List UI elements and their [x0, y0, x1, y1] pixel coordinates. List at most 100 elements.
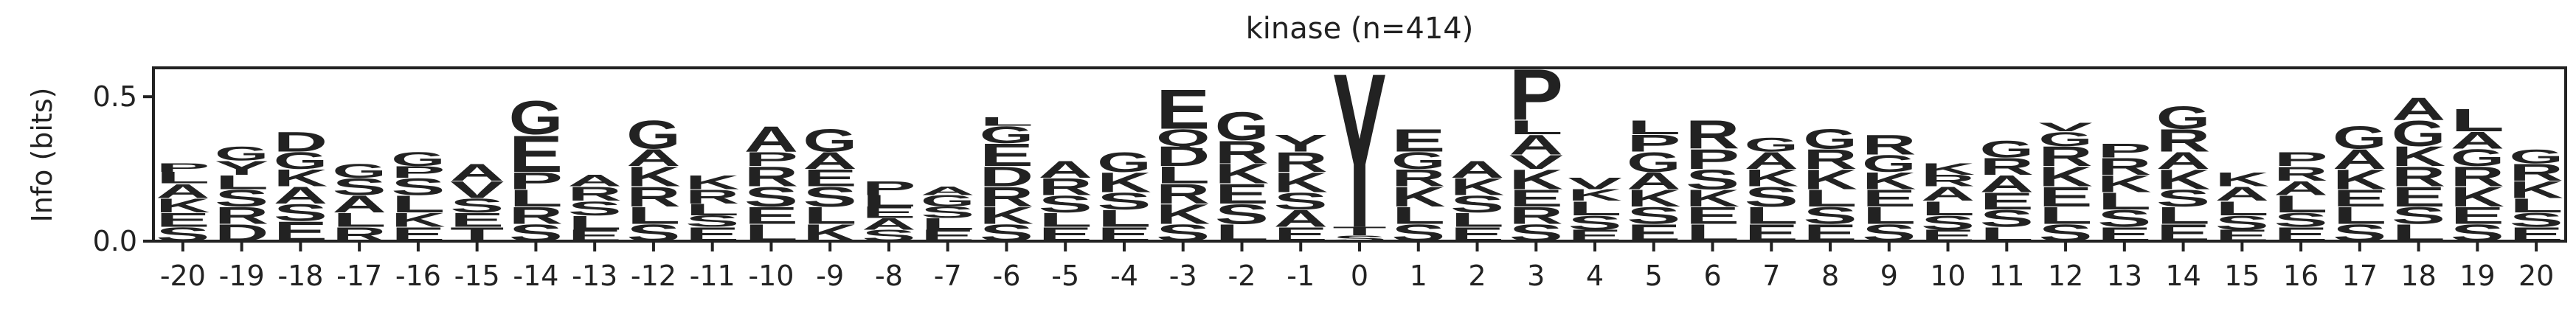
- logo-letter: E: [1509, 185, 1563, 212]
- x-tick-label: -10: [748, 260, 794, 292]
- logo-letter: G: [2333, 120, 2386, 156]
- logo-letter: L: [215, 171, 269, 193]
- logo-letter: L: [1745, 202, 1798, 229]
- logo-letter: K: [1686, 185, 1739, 212]
- logo-letter: K: [1097, 167, 1151, 198]
- logo-letter: K: [1745, 164, 1798, 191]
- logo-letter: S: [215, 185, 269, 212]
- x-tick-label: -2: [1228, 260, 1256, 292]
- logo-letter: G: [2156, 100, 2210, 136]
- logo-letter: R: [1391, 164, 1445, 191]
- logo-letter: E: [803, 165, 857, 192]
- x-tick-label: -7: [934, 260, 962, 292]
- logo-letter: K: [274, 164, 328, 191]
- logo-letter: E: [1862, 185, 1916, 212]
- logo-letter: A: [2333, 144, 2386, 175]
- logo-letter: T: [1332, 225, 1386, 238]
- logo-letter: Y: [215, 156, 269, 179]
- logo-letter: S: [1686, 164, 1739, 195]
- logo-letter: R: [215, 202, 269, 229]
- chart-title: kinase (n=414): [1246, 12, 1474, 46]
- logo-letter: G: [980, 121, 1033, 148]
- logo-letter: L: [1921, 197, 1975, 219]
- logo-letter: G: [274, 147, 328, 174]
- logo-letter: A: [921, 184, 974, 198]
- logo-letter: G: [921, 192, 974, 209]
- logo-letter: R: [626, 181, 680, 212]
- logo-letter: G: [1862, 150, 1916, 177]
- logo-letter: R: [744, 162, 798, 192]
- logo-letter: Q: [1156, 124, 1210, 151]
- logo-letter: L: [2215, 197, 2269, 219]
- logo-letter: L: [980, 115, 1033, 128]
- logo-letter: L: [2038, 202, 2092, 229]
- logo-letter: K: [1803, 164, 1857, 195]
- logo-letter: S: [744, 181, 798, 213]
- logo-letter: P: [156, 161, 210, 174]
- x-tick-label: 11: [1989, 260, 2024, 292]
- logo-letter: S: [2156, 185, 2210, 212]
- logo-letter: S: [1921, 212, 1975, 235]
- logo-letter: S: [2097, 205, 2151, 232]
- logo-letter: S: [1039, 191, 1093, 218]
- logo-letter: G: [332, 159, 386, 182]
- logo-letter: A: [567, 172, 621, 190]
- logo-letter: L: [1450, 209, 1504, 231]
- x-tick-label: 15: [2224, 260, 2260, 292]
- x-tick-label: 10: [1930, 260, 1965, 292]
- logo-letter: A: [274, 182, 328, 209]
- logo-letter: R: [567, 183, 621, 205]
- logo-letter: R: [1862, 130, 1916, 161]
- logo-letter: P: [2097, 139, 2151, 162]
- logo-letter: S: [1745, 181, 1798, 213]
- logo-letter: A: [332, 190, 386, 217]
- logo-letter: S: [2274, 209, 2327, 232]
- logo-letter: K: [1156, 199, 1210, 230]
- logo-letter: G: [1745, 133, 1798, 156]
- logo-letter: L: [2509, 194, 2563, 216]
- logo-letter: R: [2038, 141, 2092, 172]
- logo-letter: S: [567, 197, 621, 220]
- logo-letter: L: [1097, 205, 1151, 232]
- logo-letter: G: [1097, 147, 1151, 178]
- logo-letter: L: [921, 215, 974, 233]
- x-tick-label: -3: [1169, 260, 1197, 292]
- x-tick-label: -12: [631, 260, 676, 292]
- logo-letter: L: [1156, 162, 1210, 189]
- logo-letter: L: [391, 190, 445, 218]
- logo-letter: R: [1215, 134, 1269, 170]
- x-tick-label: 19: [2459, 260, 2495, 292]
- logo-letter: D: [1156, 141, 1210, 172]
- x-tick-label: -13: [572, 260, 617, 292]
- logo-letter: A: [2156, 147, 2210, 174]
- logo-letter: K: [2509, 176, 2563, 203]
- logo-letter: L: [2156, 202, 2210, 229]
- logo-letter: S: [1568, 212, 1621, 235]
- logo-letter: K: [2097, 170, 2151, 197]
- x-tick-label: 5: [1645, 260, 1663, 292]
- logo-letter: G: [1980, 136, 2034, 163]
- logo-letter: S: [2392, 203, 2445, 229]
- logo-letter: K: [685, 171, 740, 193]
- logo-letter: E: [2038, 181, 2092, 213]
- logo-letter: S: [1097, 188, 1151, 215]
- logo-letter: V: [2038, 120, 2092, 133]
- logo-letter: G: [391, 147, 445, 170]
- logo-letter: A: [862, 215, 915, 233]
- logo-letter: K: [1627, 185, 1680, 212]
- logo-letter: E: [862, 204, 915, 221]
- logo-letter: A: [1627, 167, 1680, 194]
- logo-letter: S: [1274, 188, 1328, 215]
- logo-letter: R: [980, 181, 1033, 212]
- logo-letter: P: [509, 168, 563, 195]
- logo-letter: A: [1980, 170, 2034, 197]
- logo-letter: A: [626, 145, 680, 171]
- logo-letter: G: [2038, 128, 2092, 150]
- x-tick-label: 20: [2518, 260, 2554, 292]
- logo-letter: G: [1215, 104, 1269, 149]
- logo-letter: E: [509, 125, 563, 184]
- logo-letter: R: [1803, 144, 1857, 175]
- logo-letter: A: [2274, 177, 2327, 199]
- logo-letter: S: [274, 200, 328, 226]
- logo-letter: K: [2038, 162, 2092, 192]
